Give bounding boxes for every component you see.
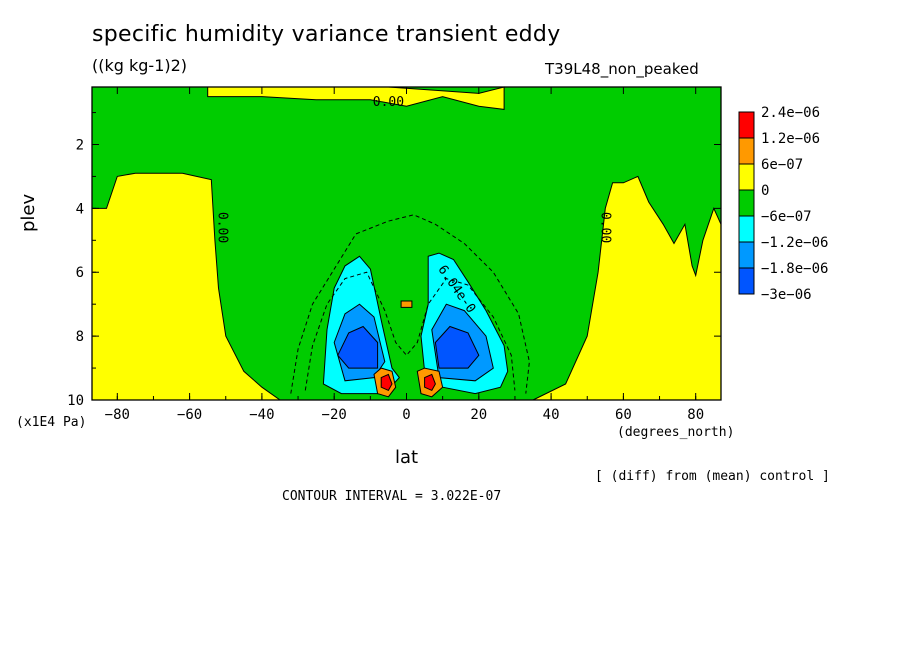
legend-swatch (738, 137, 755, 165)
legend-swatch (738, 111, 755, 139)
contour-regions (91, 86, 722, 401)
y-tick-label: 4 (76, 201, 84, 217)
region-south-core-strong (380, 373, 393, 392)
legend-swatch (738, 241, 755, 269)
color-legend: 2.4e−06 1.2e−06 6e−07 0 −6e−07 −1.2e−06 −1.8e−… (738, 105, 828, 303)
x-axis-label: lat (395, 447, 419, 468)
y-axis-label: plev (18, 193, 39, 232)
y-tick-label: 8 (76, 329, 84, 345)
x-tick-label: 60 (615, 407, 632, 423)
region-center-positive-box (400, 300, 413, 308)
dashed-contour-2 (304, 271, 516, 391)
x-tick-label: −20 (322, 407, 347, 423)
y-axis-units: (x1E4 Pa) (16, 415, 87, 430)
x-tick-label: 40 (543, 407, 560, 423)
legend-label: −3e−06 (761, 287, 812, 303)
legend-swatch (738, 189, 755, 217)
x-tick-label: −40 (249, 407, 274, 423)
legend-swatch (738, 215, 755, 243)
legend-label: −1.8e−06 (761, 261, 828, 277)
chart-units: ((kg kg-1)2) (92, 56, 188, 75)
region-north-core-strong (424, 373, 436, 392)
x-tick-label: −60 (177, 407, 202, 423)
legend-swatch (738, 163, 755, 191)
y-tick-label: 2 (76, 137, 84, 153)
y-axis-ticks: 2 4 6 8 10 (67, 112, 721, 409)
run-name: T39L48_non_peaked (545, 60, 699, 78)
x-tick-label: 0 (402, 407, 410, 423)
legend-swatch (738, 267, 755, 295)
dashed-contour-1 (290, 214, 530, 394)
region-south-positive (91, 172, 282, 401)
x-tick-label: 80 (687, 407, 704, 423)
diff-note: [ (diff) from (mean) control ] (595, 469, 830, 484)
y-tick-label: 10 (67, 393, 84, 409)
region-north-negative-3 (434, 325, 480, 369)
x-tick-label: −80 (105, 407, 130, 423)
x-tick-label: 20 (470, 407, 487, 423)
contour-label: 0.00 (373, 95, 404, 110)
chart-title: specific humidity variance transient edd… (92, 22, 561, 47)
region-south-negative-3 (337, 325, 379, 369)
x-axis-ticks: −80 −60 −40 −20 0 20 40 60 80 (105, 87, 704, 423)
contour-interval: CONTOUR INTERVAL = 3.022E-07 (282, 489, 502, 504)
legend-label: −6e−07 (761, 209, 812, 225)
legend-label: −1.2e−06 (761, 235, 828, 251)
legend-label: 6e−07 (761, 157, 803, 173)
negative-contour-lines (290, 214, 530, 394)
y-tick-label: 6 (76, 265, 84, 281)
legend-label: 0 (761, 183, 769, 199)
contour-label: 0.00 (598, 212, 613, 243)
legend-label: 2.4e−06 (761, 105, 820, 121)
region-background (92, 87, 721, 400)
legend-label: 1.2e−06 (761, 131, 820, 147)
contour-label: 0.00 (215, 212, 230, 243)
x-axis-units: (degrees_north) (617, 425, 735, 440)
region-north-positive (532, 175, 722, 401)
